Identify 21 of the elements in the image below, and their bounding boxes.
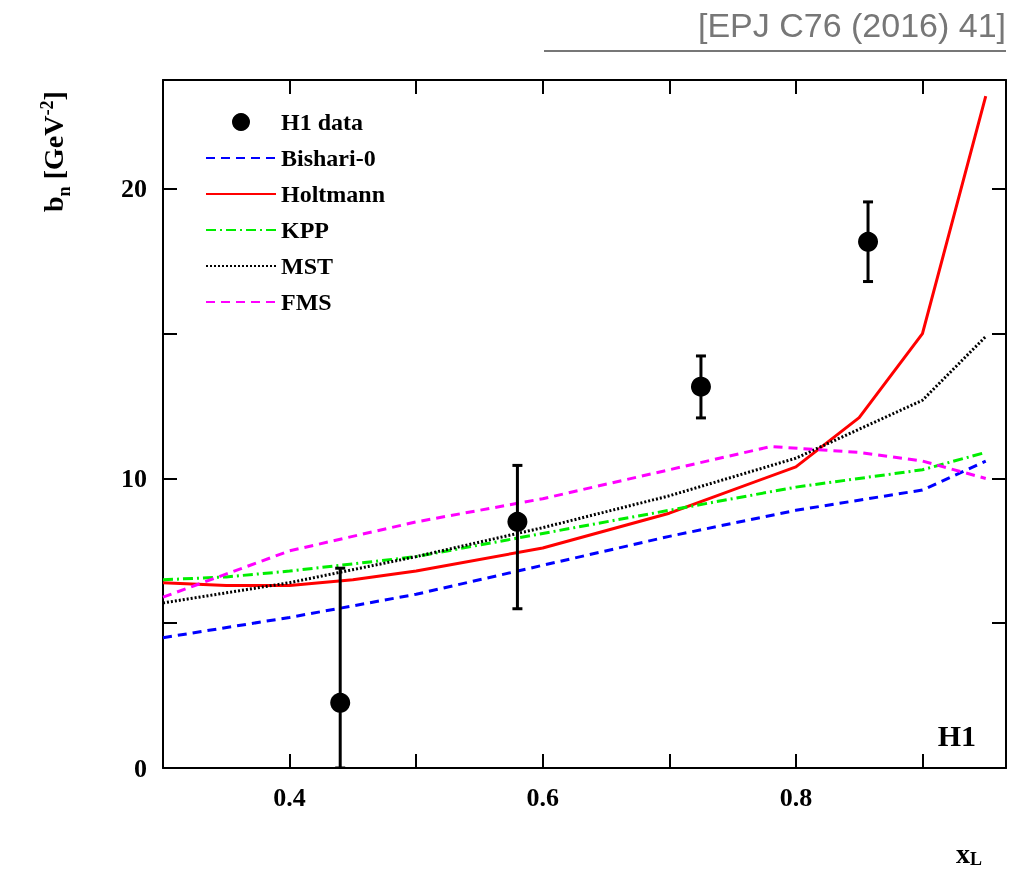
- point: [330, 692, 351, 713]
- x-axis-title: xL: [956, 837, 983, 869]
- legend-label: Bishari-0: [281, 145, 376, 171]
- point: [690, 376, 711, 397]
- legend-label: MST: [281, 253, 334, 279]
- annotation: H1: [937, 718, 977, 752]
- legend-label: KPP: [281, 217, 329, 243]
- x-tick-label: 0.8: [779, 782, 813, 812]
- legend-label: H1 data: [281, 109, 364, 135]
- point: [858, 231, 879, 252]
- y-tick-label: 0: [134, 753, 147, 783]
- text: [EPJ C76 (2016) 41]: [697, 6, 1006, 44]
- legend-label: Holtmann: [281, 181, 386, 207]
- line-series: [161, 94, 988, 588]
- line-series: [161, 459, 988, 640]
- point: [507, 511, 528, 532]
- y-tick-label: 20: [121, 174, 147, 204]
- y-tick-label: 10: [121, 463, 147, 493]
- x-tick-label: 0.4: [273, 782, 306, 812]
- legend-label: FMS: [281, 289, 332, 315]
- x-tick-label: 0.6: [526, 782, 559, 812]
